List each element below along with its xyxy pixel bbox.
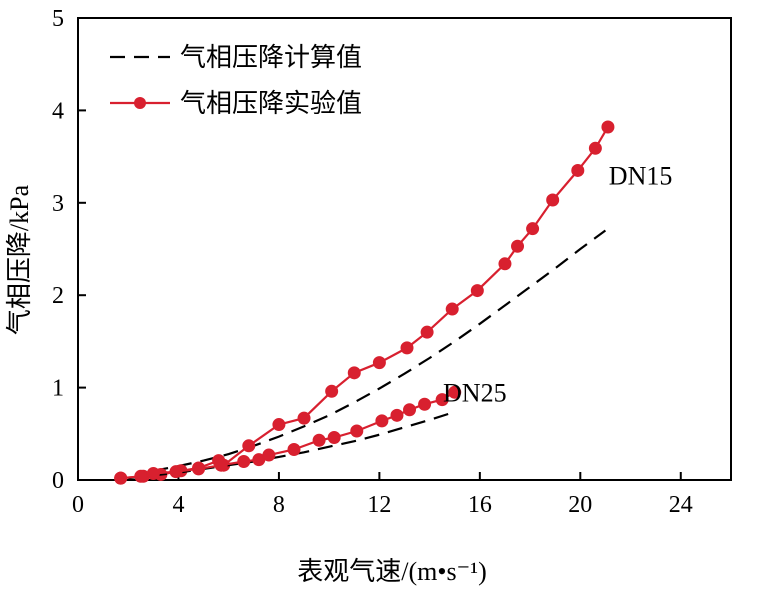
data-point xyxy=(169,465,183,479)
data-point xyxy=(390,408,404,422)
legend-label-experimental: 气相压降实验值 xyxy=(180,89,362,118)
data-point xyxy=(418,397,432,411)
data-point xyxy=(511,239,525,253)
series-layer xyxy=(114,120,615,485)
data-point xyxy=(448,385,462,399)
data-point xyxy=(546,193,560,207)
experimental-line xyxy=(120,126,609,480)
data-point xyxy=(435,393,449,407)
data-point xyxy=(325,384,339,398)
data-point xyxy=(601,120,615,134)
experimental-line xyxy=(120,391,456,480)
calculated-line xyxy=(153,229,607,472)
data-point xyxy=(287,443,301,457)
annotations: DN15 DN25 xyxy=(443,161,672,407)
data-point xyxy=(242,439,256,453)
y-tick-label: 5 xyxy=(52,6,64,32)
data-point xyxy=(192,462,206,476)
x-axis-title: 表观气速/(m•s⁻¹) xyxy=(297,557,487,586)
y-axis-title: 气相压降/kPa xyxy=(5,184,34,335)
data-point xyxy=(237,455,251,469)
data-point xyxy=(400,341,414,355)
data-point xyxy=(420,325,434,339)
series-dn15-experimental xyxy=(114,120,615,485)
y-tick-label: 3 xyxy=(52,191,64,217)
data-point xyxy=(272,418,286,432)
annotation-dn25: DN25 xyxy=(443,378,507,407)
data-point xyxy=(262,448,276,462)
x-tick-label: 12 xyxy=(367,492,391,518)
data-point xyxy=(498,257,512,271)
data-point xyxy=(571,163,585,177)
data-point xyxy=(403,403,417,417)
plot-frame xyxy=(77,17,732,481)
data-point xyxy=(372,356,386,370)
data-point xyxy=(214,458,228,472)
legend-marker-experimental xyxy=(134,97,146,109)
data-point xyxy=(327,430,341,444)
data-point xyxy=(350,424,364,438)
y-tick-label: 2 xyxy=(52,283,64,309)
data-point xyxy=(375,414,389,428)
y-tick-label: 0 xyxy=(52,468,64,494)
series-dn25-calculated xyxy=(128,412,451,480)
data-point xyxy=(146,467,160,481)
annotation-dn15: DN15 xyxy=(609,161,673,190)
legend-label-calculated: 气相压降计算值 xyxy=(180,43,362,72)
y-tick-label: 1 xyxy=(52,376,64,402)
data-point xyxy=(445,302,459,316)
x-tick-label: 24 xyxy=(669,492,693,518)
data-point xyxy=(134,469,148,483)
calculated-line xyxy=(128,412,451,480)
x-tick-label: 20 xyxy=(568,492,592,518)
x-tick-label: 4 xyxy=(172,492,184,518)
x-tick-label: 0 xyxy=(72,492,84,518)
data-point xyxy=(526,222,540,236)
data-point xyxy=(114,471,128,485)
data-point xyxy=(588,141,602,155)
data-point xyxy=(312,433,326,447)
x-tick-label: 16 xyxy=(468,492,492,518)
data-point xyxy=(470,284,484,298)
x-tick-label: 8 xyxy=(273,492,285,518)
series-dn15-calculated xyxy=(153,229,607,472)
data-point xyxy=(347,366,361,380)
series-dn25-experimental xyxy=(114,385,462,485)
data-point xyxy=(297,411,311,425)
y-tick-label: 4 xyxy=(52,98,64,124)
